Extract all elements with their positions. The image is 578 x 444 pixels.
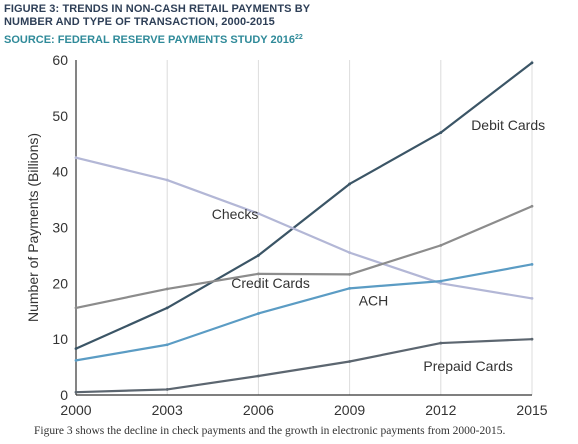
series-label-credit-cards: Credit Cards [231,275,310,291]
y-tick-label-20: 20 [52,275,68,291]
data-point-prepaid-cards-2012 [439,341,443,345]
y-tick-label-50: 50 [52,108,68,124]
data-point-prepaid-cards-2000 [74,390,78,394]
data-point-credit-cards-2000 [74,306,78,310]
series-label-checks: Checks [212,206,259,222]
y-tick-label-60: 60 [52,52,68,68]
data-point-prepaid-cards-2006 [257,374,260,378]
series-line-credit-cards [75,205,533,309]
data-point-credit-cards-2012 [439,243,443,247]
data-point-ach-2009 [348,286,351,290]
data-point-credit-cards-2015 [530,204,534,208]
data-point-ach-2006 [257,312,260,315]
y-tick-label-10: 10 [52,331,68,347]
data-point-debit-cards-2012 [439,131,443,134]
series-line-checks [75,156,533,300]
data-point-debit-cards-2006 [257,254,260,257]
data-point-credit-cards-2009 [348,273,351,276]
data-point-ach-2012 [439,279,443,283]
y-tick-label-40: 40 [52,164,68,180]
data-point-ach-2003 [165,343,169,347]
data-point-checks-2012 [439,281,443,285]
chart-title-line2: NUMBER AND TYPE OF TRANSACTION, 2000-201… [4,16,275,28]
data-point-ach-2015 [530,262,534,266]
source-footnote: 22 [294,34,303,41]
data-point-checks-2015 [530,297,534,300]
y-tick-label-30: 30 [52,220,68,236]
series-line-ach [75,263,533,362]
series-label-prepaid-cards: Prepaid Cards [423,358,513,374]
y-axis-label: Number of Payments (Billions) [25,133,41,322]
x-tick-label-2015: 2015 [516,402,547,418]
x-tick-label-2009: 2009 [334,402,365,418]
data-point-checks-2006 [257,212,260,215]
data-point-checks-2000 [74,156,78,160]
series-label-debit-cards: Debit Cards [471,117,545,133]
chart-title-line1: FIGURE 3: TRENDS IN NON-CASH RETAIL PAYM… [4,3,311,15]
x-tick-label-2006: 2006 [243,402,274,418]
series-label-ach: ACH [359,293,389,309]
data-point-ach-2000 [74,358,78,362]
data-point-debit-cards-2000 [74,347,78,351]
data-point-prepaid-cards-2003 [165,388,169,391]
data-point-prepaid-cards-2015 [530,337,534,341]
data-point-debit-cards-2003 [165,306,169,310]
figure-caption: Figure 3 shows the decline in check paym… [34,425,506,437]
source-text: SOURCE: FEDERAL RESERVE PAYMENTS STUDY 2… [4,34,295,46]
x-tick-label-2003: 2003 [152,402,183,418]
data-point-prepaid-cards-2009 [348,360,351,363]
data-point-checks-2003 [165,178,169,182]
data-point-debit-cards-2009 [348,182,351,186]
x-tick-label-2000: 2000 [60,402,91,418]
chart-title: FIGURE 3: TRENDS IN NON-CASH RETAIL PAYM… [4,3,564,29]
data-point-credit-cards-2003 [165,287,169,291]
data-point-checks-2009 [348,251,351,255]
data-point-credit-cards-2006 [257,272,260,276]
x-tick-label-2012: 2012 [425,402,456,418]
y-tick-label-0: 0 [60,387,68,403]
series-line-prepaid-cards [75,338,533,394]
chart-source: SOURCE: FEDERAL RESERVE PAYMENTS STUDY 2… [4,31,303,47]
series-line-debit-cards [75,61,533,350]
data-point-debit-cards-2015 [530,61,534,65]
